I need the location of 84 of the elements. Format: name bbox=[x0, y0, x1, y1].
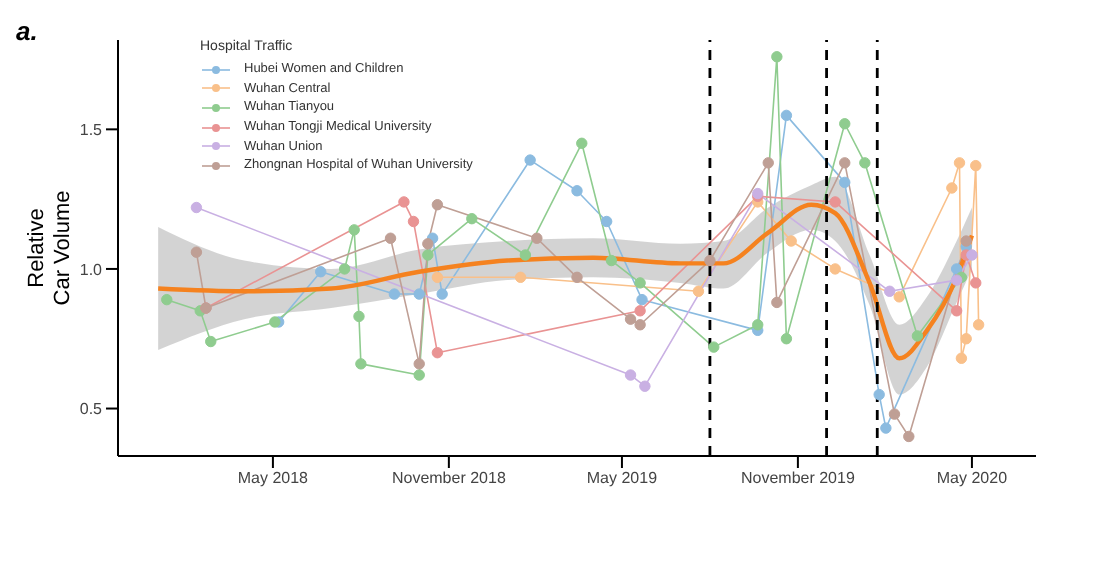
point bbox=[413, 358, 425, 370]
point bbox=[571, 271, 583, 284]
point bbox=[771, 296, 783, 309]
point bbox=[190, 201, 203, 214]
point bbox=[634, 305, 646, 317]
point bbox=[762, 157, 774, 169]
point bbox=[839, 157, 851, 169]
point bbox=[398, 196, 410, 208]
point bbox=[950, 263, 963, 275]
chart-title: a. bbox=[16, 16, 38, 46]
point bbox=[771, 51, 783, 63]
point bbox=[514, 271, 527, 284]
point bbox=[190, 246, 203, 258]
point bbox=[634, 277, 646, 289]
point bbox=[422, 249, 434, 261]
point bbox=[903, 430, 915, 443]
point bbox=[883, 285, 896, 297]
point bbox=[970, 277, 982, 289]
point bbox=[960, 333, 972, 345]
point bbox=[407, 215, 420, 228]
point bbox=[960, 235, 972, 247]
point bbox=[384, 232, 397, 244]
point bbox=[955, 352, 968, 364]
y-tick-label: 1.5 bbox=[79, 121, 104, 140]
point bbox=[413, 288, 425, 300]
point bbox=[953, 157, 966, 169]
point bbox=[519, 249, 532, 261]
point bbox=[970, 159, 982, 172]
point bbox=[785, 235, 797, 247]
point bbox=[893, 291, 905, 303]
point bbox=[911, 330, 924, 342]
x-tick-label: November 2019 bbox=[740, 469, 856, 488]
point bbox=[388, 288, 401, 300]
point bbox=[353, 310, 365, 323]
point bbox=[431, 199, 444, 211]
x-tick-label: May 2019 bbox=[586, 469, 659, 488]
point bbox=[780, 333, 793, 345]
point bbox=[355, 358, 367, 370]
point bbox=[466, 212, 478, 225]
point bbox=[413, 369, 425, 381]
x-tick-label: May 2018 bbox=[237, 469, 310, 488]
x-tick-label: May 2020 bbox=[936, 469, 1009, 488]
point bbox=[531, 232, 543, 244]
point bbox=[829, 196, 841, 208]
point bbox=[950, 274, 963, 286]
point bbox=[315, 266, 327, 278]
point bbox=[524, 154, 536, 166]
point bbox=[348, 224, 360, 236]
point bbox=[605, 254, 618, 267]
point bbox=[880, 422, 892, 434]
point bbox=[780, 109, 793, 122]
y-tick-label: 0.5 bbox=[79, 400, 104, 419]
point bbox=[634, 319, 646, 331]
point bbox=[950, 305, 963, 317]
point bbox=[839, 118, 851, 130]
point bbox=[422, 238, 434, 250]
point bbox=[624, 313, 637, 325]
point bbox=[704, 254, 716, 267]
y-axis-title: Relative Car Volume bbox=[25, 190, 75, 306]
point bbox=[873, 388, 885, 401]
point bbox=[161, 293, 173, 306]
point bbox=[972, 319, 985, 331]
point bbox=[708, 341, 720, 353]
point bbox=[338, 263, 351, 275]
point bbox=[600, 215, 613, 228]
point bbox=[829, 263, 841, 275]
point bbox=[636, 293, 648, 306]
point bbox=[966, 249, 978, 261]
point bbox=[571, 185, 583, 197]
point bbox=[431, 347, 444, 359]
point bbox=[888, 408, 901, 420]
point bbox=[946, 182, 958, 194]
point bbox=[576, 137, 588, 149]
point bbox=[436, 288, 448, 300]
point bbox=[624, 369, 637, 381]
x-tick-label: November 2018 bbox=[391, 469, 507, 488]
point bbox=[639, 380, 651, 392]
point bbox=[859, 157, 871, 169]
point bbox=[205, 335, 217, 348]
point bbox=[692, 285, 705, 297]
y-tick-label: 1.0 bbox=[79, 260, 104, 279]
point bbox=[752, 319, 764, 331]
point bbox=[839, 176, 851, 189]
point bbox=[431, 271, 444, 284]
